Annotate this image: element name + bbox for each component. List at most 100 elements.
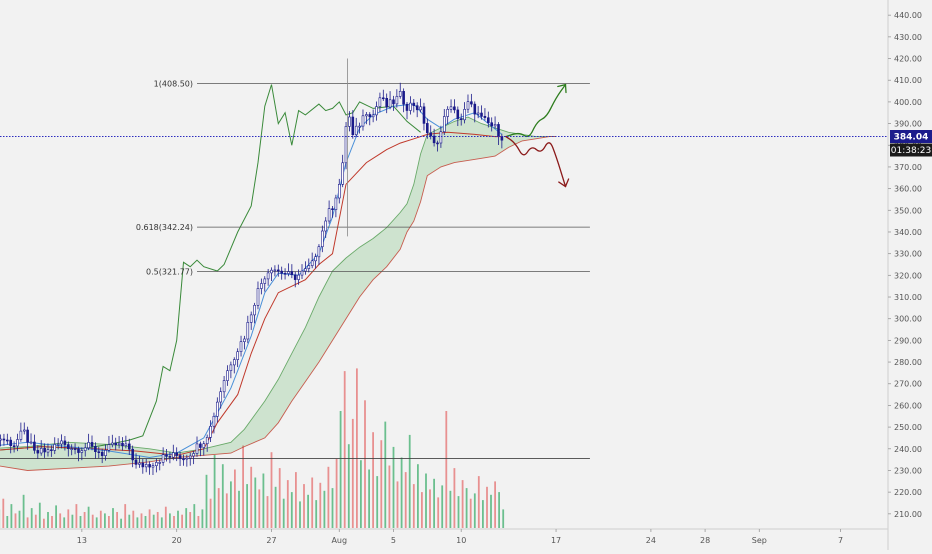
candle-body [321, 231, 323, 247]
candle-body [389, 100, 391, 107]
volume-bar [393, 447, 395, 528]
volume-bar [254, 478, 256, 529]
candle-body [318, 247, 320, 257]
price-tick-label: 390.00 [894, 120, 922, 129]
volume-bar [319, 483, 321, 528]
volume-bar [112, 508, 114, 528]
candle-body [372, 115, 374, 117]
candle-body [223, 381, 225, 392]
volume-bar [340, 411, 342, 528]
volume-bar [421, 492, 423, 528]
price-tick-label: 290.00 [894, 336, 922, 345]
volume-bar [360, 460, 362, 528]
candle-body [169, 456, 171, 457]
candlestick [345, 122, 347, 169]
volume-bar [27, 517, 29, 528]
candle-body [281, 271, 283, 273]
volume-bar [441, 485, 443, 528]
volume-bar [72, 515, 74, 528]
candle-body [362, 116, 364, 126]
candle-body [44, 448, 46, 452]
candle-body [416, 106, 418, 110]
volume-bar [92, 515, 94, 528]
price-tick-label: 360.00 [894, 185, 922, 194]
candle-body [342, 163, 344, 185]
candle-body [237, 352, 239, 360]
volume-bar [185, 508, 187, 528]
candle-body [352, 117, 354, 135]
candle-body [491, 123, 493, 126]
candle-body [105, 450, 107, 455]
candle-body [91, 442, 93, 446]
price-tick-label: 260.00 [894, 401, 922, 410]
volume-bar [328, 467, 330, 528]
candle-body [220, 392, 222, 402]
volume-bar [202, 509, 204, 528]
candle-body [382, 98, 384, 99]
candle-body [243, 339, 245, 342]
volume-bar [47, 512, 49, 528]
candle-body [474, 104, 476, 114]
volume-bar [271, 452, 273, 528]
volume-bar [263, 474, 265, 529]
volume-bar [291, 492, 293, 528]
volume-bar [31, 508, 33, 528]
volume-bar [246, 484, 248, 528]
volume-bar [458, 496, 460, 528]
volume-bar [494, 481, 496, 528]
candle-body [328, 209, 330, 221]
candle-body [325, 221, 327, 231]
candle-body [186, 458, 188, 459]
candle-body [64, 441, 66, 445]
candle-body [487, 118, 489, 123]
candle-body [196, 444, 198, 454]
volume-bar [177, 511, 179, 528]
candle-body [315, 257, 317, 261]
candle-body [98, 452, 100, 453]
volume-bar [59, 513, 61, 528]
candle-body [430, 133, 432, 136]
candle-body [399, 91, 401, 96]
candle-body [453, 107, 455, 110]
volume-bar [405, 472, 407, 528]
volume-bar [43, 519, 45, 528]
candle-body [440, 132, 442, 143]
candle-body [216, 402, 218, 416]
price-tick-label: 400.00 [894, 98, 922, 107]
volume-bar [234, 470, 236, 529]
candle-body [484, 116, 486, 117]
volume-bar [88, 507, 90, 528]
candle-body [288, 272, 290, 274]
candle-body [233, 360, 235, 365]
candle-body [50, 450, 52, 451]
candle-body [501, 136, 503, 140]
volume-bar [344, 371, 346, 528]
volume-bar [275, 487, 277, 528]
volume-bar [189, 512, 191, 528]
volume-bar [222, 464, 224, 528]
candle-body [135, 460, 137, 465]
candle-body [460, 119, 462, 120]
volume-bar [124, 504, 126, 528]
volume-bar [478, 476, 480, 528]
volume-bar [161, 517, 163, 528]
candle-body [477, 113, 479, 114]
volume-bar [2, 499, 4, 528]
volume-bar [372, 432, 374, 528]
volume-bar [348, 444, 350, 528]
fib-level-label: 0.618(342.24) [136, 223, 193, 232]
candle-body [159, 462, 161, 463]
volume-bar [84, 512, 86, 528]
price-tick-label: 280.00 [894, 358, 922, 367]
price-tick-label: 330.00 [894, 250, 922, 259]
candle-body [301, 271, 303, 275]
candle-body [94, 446, 96, 451]
candle-body [247, 322, 249, 339]
candle-body [54, 444, 56, 450]
volume-bar [116, 512, 118, 528]
volume-bar [250, 467, 252, 528]
candle-body [403, 91, 405, 104]
candle-body [152, 466, 154, 467]
time-tick-label: 20 [172, 536, 182, 545]
candle-body [423, 107, 425, 124]
